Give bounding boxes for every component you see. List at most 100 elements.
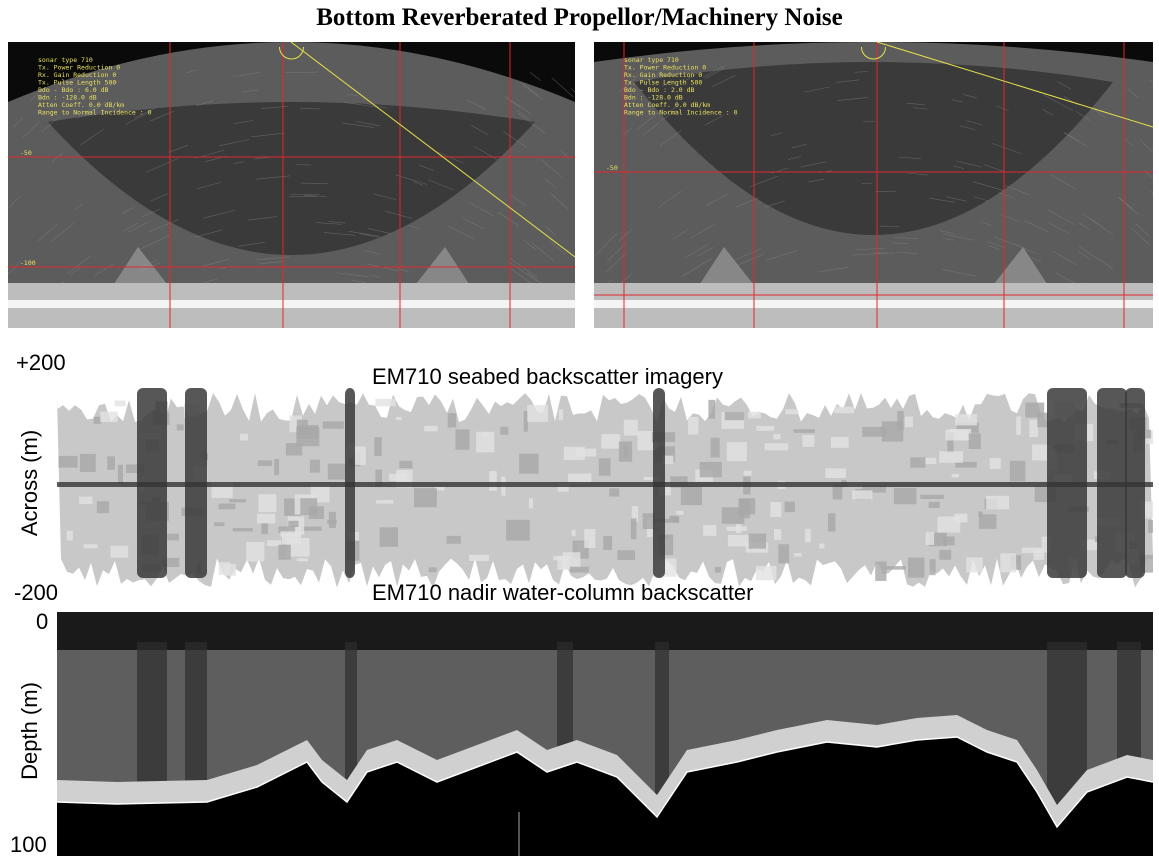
texture-patch — [396, 417, 402, 420]
texture-patch — [376, 500, 393, 504]
texture-patch — [564, 447, 585, 460]
texture-patch — [84, 544, 98, 548]
watercolumn-image — [57, 612, 1153, 856]
depth-top-label: 0 — [36, 609, 48, 635]
bottom-echo-core — [594, 300, 1153, 308]
texture-patch — [955, 462, 976, 468]
texture-patch — [802, 435, 814, 447]
texture-patch — [1000, 553, 1016, 572]
seabed-image — [57, 378, 1153, 590]
texture-patch — [778, 544, 789, 563]
texture-patch — [301, 527, 321, 531]
texture-patch — [246, 542, 264, 561]
texture-patch — [862, 427, 886, 437]
sonar-panel-right: sonar type 710Tx. Power Reduction 0Rx. G… — [594, 42, 1153, 328]
nadir-line — [57, 482, 1153, 487]
texture-patch — [424, 426, 438, 432]
texture-patch — [1022, 548, 1042, 553]
texture-patch — [819, 544, 824, 549]
texture-patch — [258, 460, 272, 466]
texture-patch — [482, 433, 490, 437]
depth-bottom-label: 100 — [10, 832, 47, 858]
texture-patch — [448, 413, 457, 427]
texture-patch — [288, 521, 298, 527]
texture-patch — [219, 504, 236, 510]
texture-patch — [214, 522, 224, 526]
texture-patch — [584, 529, 595, 548]
texture-patch — [118, 465, 123, 484]
texture-patch — [905, 417, 913, 428]
texture-patch — [80, 454, 96, 472]
texture-patch — [681, 486, 702, 505]
texture-patch — [489, 471, 497, 491]
texture-patch — [506, 520, 530, 541]
info-line: Range to Normal Incidence : 0 — [624, 109, 738, 117]
texture-patch — [785, 502, 795, 513]
watercolumn-title: EM710 nadir water-column backscatter — [372, 580, 754, 606]
texture-patch — [1029, 420, 1038, 437]
texture-patch — [727, 527, 747, 531]
texture-patch — [240, 434, 248, 441]
texture-patch — [1037, 413, 1048, 428]
texture-patch — [756, 566, 777, 580]
texture-patch — [599, 458, 611, 475]
texture-patch — [557, 556, 569, 570]
texture-patch — [278, 545, 290, 560]
texture-patch — [107, 456, 115, 469]
texture-patch — [966, 557, 983, 572]
texture-patch — [715, 567, 721, 573]
texture-patch — [257, 514, 275, 524]
texture-patch — [261, 522, 268, 534]
texture-patch — [609, 488, 619, 496]
texture-patch — [455, 429, 469, 449]
texture-patch — [952, 474, 959, 477]
texture-patch — [115, 401, 126, 407]
texture-patch — [774, 529, 781, 540]
texture-patch — [700, 462, 722, 477]
texture-patch — [805, 529, 811, 543]
texture-patch — [570, 567, 589, 573]
texture-patch — [926, 532, 934, 545]
texture-patch — [100, 411, 118, 421]
across-bottom-label: -200 — [14, 580, 58, 606]
texture-patch — [374, 437, 381, 456]
texture-patch — [559, 409, 563, 420]
texture-patch — [280, 531, 300, 536]
texture-patch — [979, 514, 997, 529]
texture-patch — [765, 443, 789, 450]
texture-patch — [744, 471, 752, 476]
texture-patch — [688, 417, 698, 435]
texture-patch — [167, 534, 179, 541]
texture-patch — [447, 536, 461, 544]
texture-patch — [297, 425, 318, 439]
texture-patch — [770, 502, 781, 517]
texture-patch — [828, 513, 835, 531]
texture-patch — [943, 536, 955, 545]
bottom-echo-core — [8, 300, 575, 308]
texture-patch — [825, 468, 846, 478]
texture-patch — [955, 414, 977, 425]
texture-patch — [527, 405, 548, 422]
texture-patch — [1145, 504, 1150, 516]
texture-patch — [1010, 461, 1026, 482]
texture-patch — [910, 457, 925, 467]
texture-patch — [97, 501, 109, 513]
texture-patch — [354, 447, 366, 465]
surface-band — [57, 612, 1153, 650]
texture-patch — [233, 528, 253, 531]
across-top-label: +200 — [16, 350, 66, 376]
texture-patch — [939, 451, 963, 462]
texture-patch — [728, 535, 752, 547]
texture-patch — [79, 497, 92, 504]
texture-patch — [414, 488, 437, 507]
texture-patch — [738, 498, 755, 514]
texture-patch — [380, 527, 398, 547]
texture-patch — [429, 567, 437, 572]
texture-patch — [631, 518, 637, 539]
figure: Bottom Reverberated Propellor/Machinery … — [0, 0, 1159, 858]
texture-patch — [619, 441, 632, 461]
texture-patch — [749, 534, 766, 549]
texture-patch — [920, 495, 944, 499]
texture-patch — [94, 417, 102, 424]
